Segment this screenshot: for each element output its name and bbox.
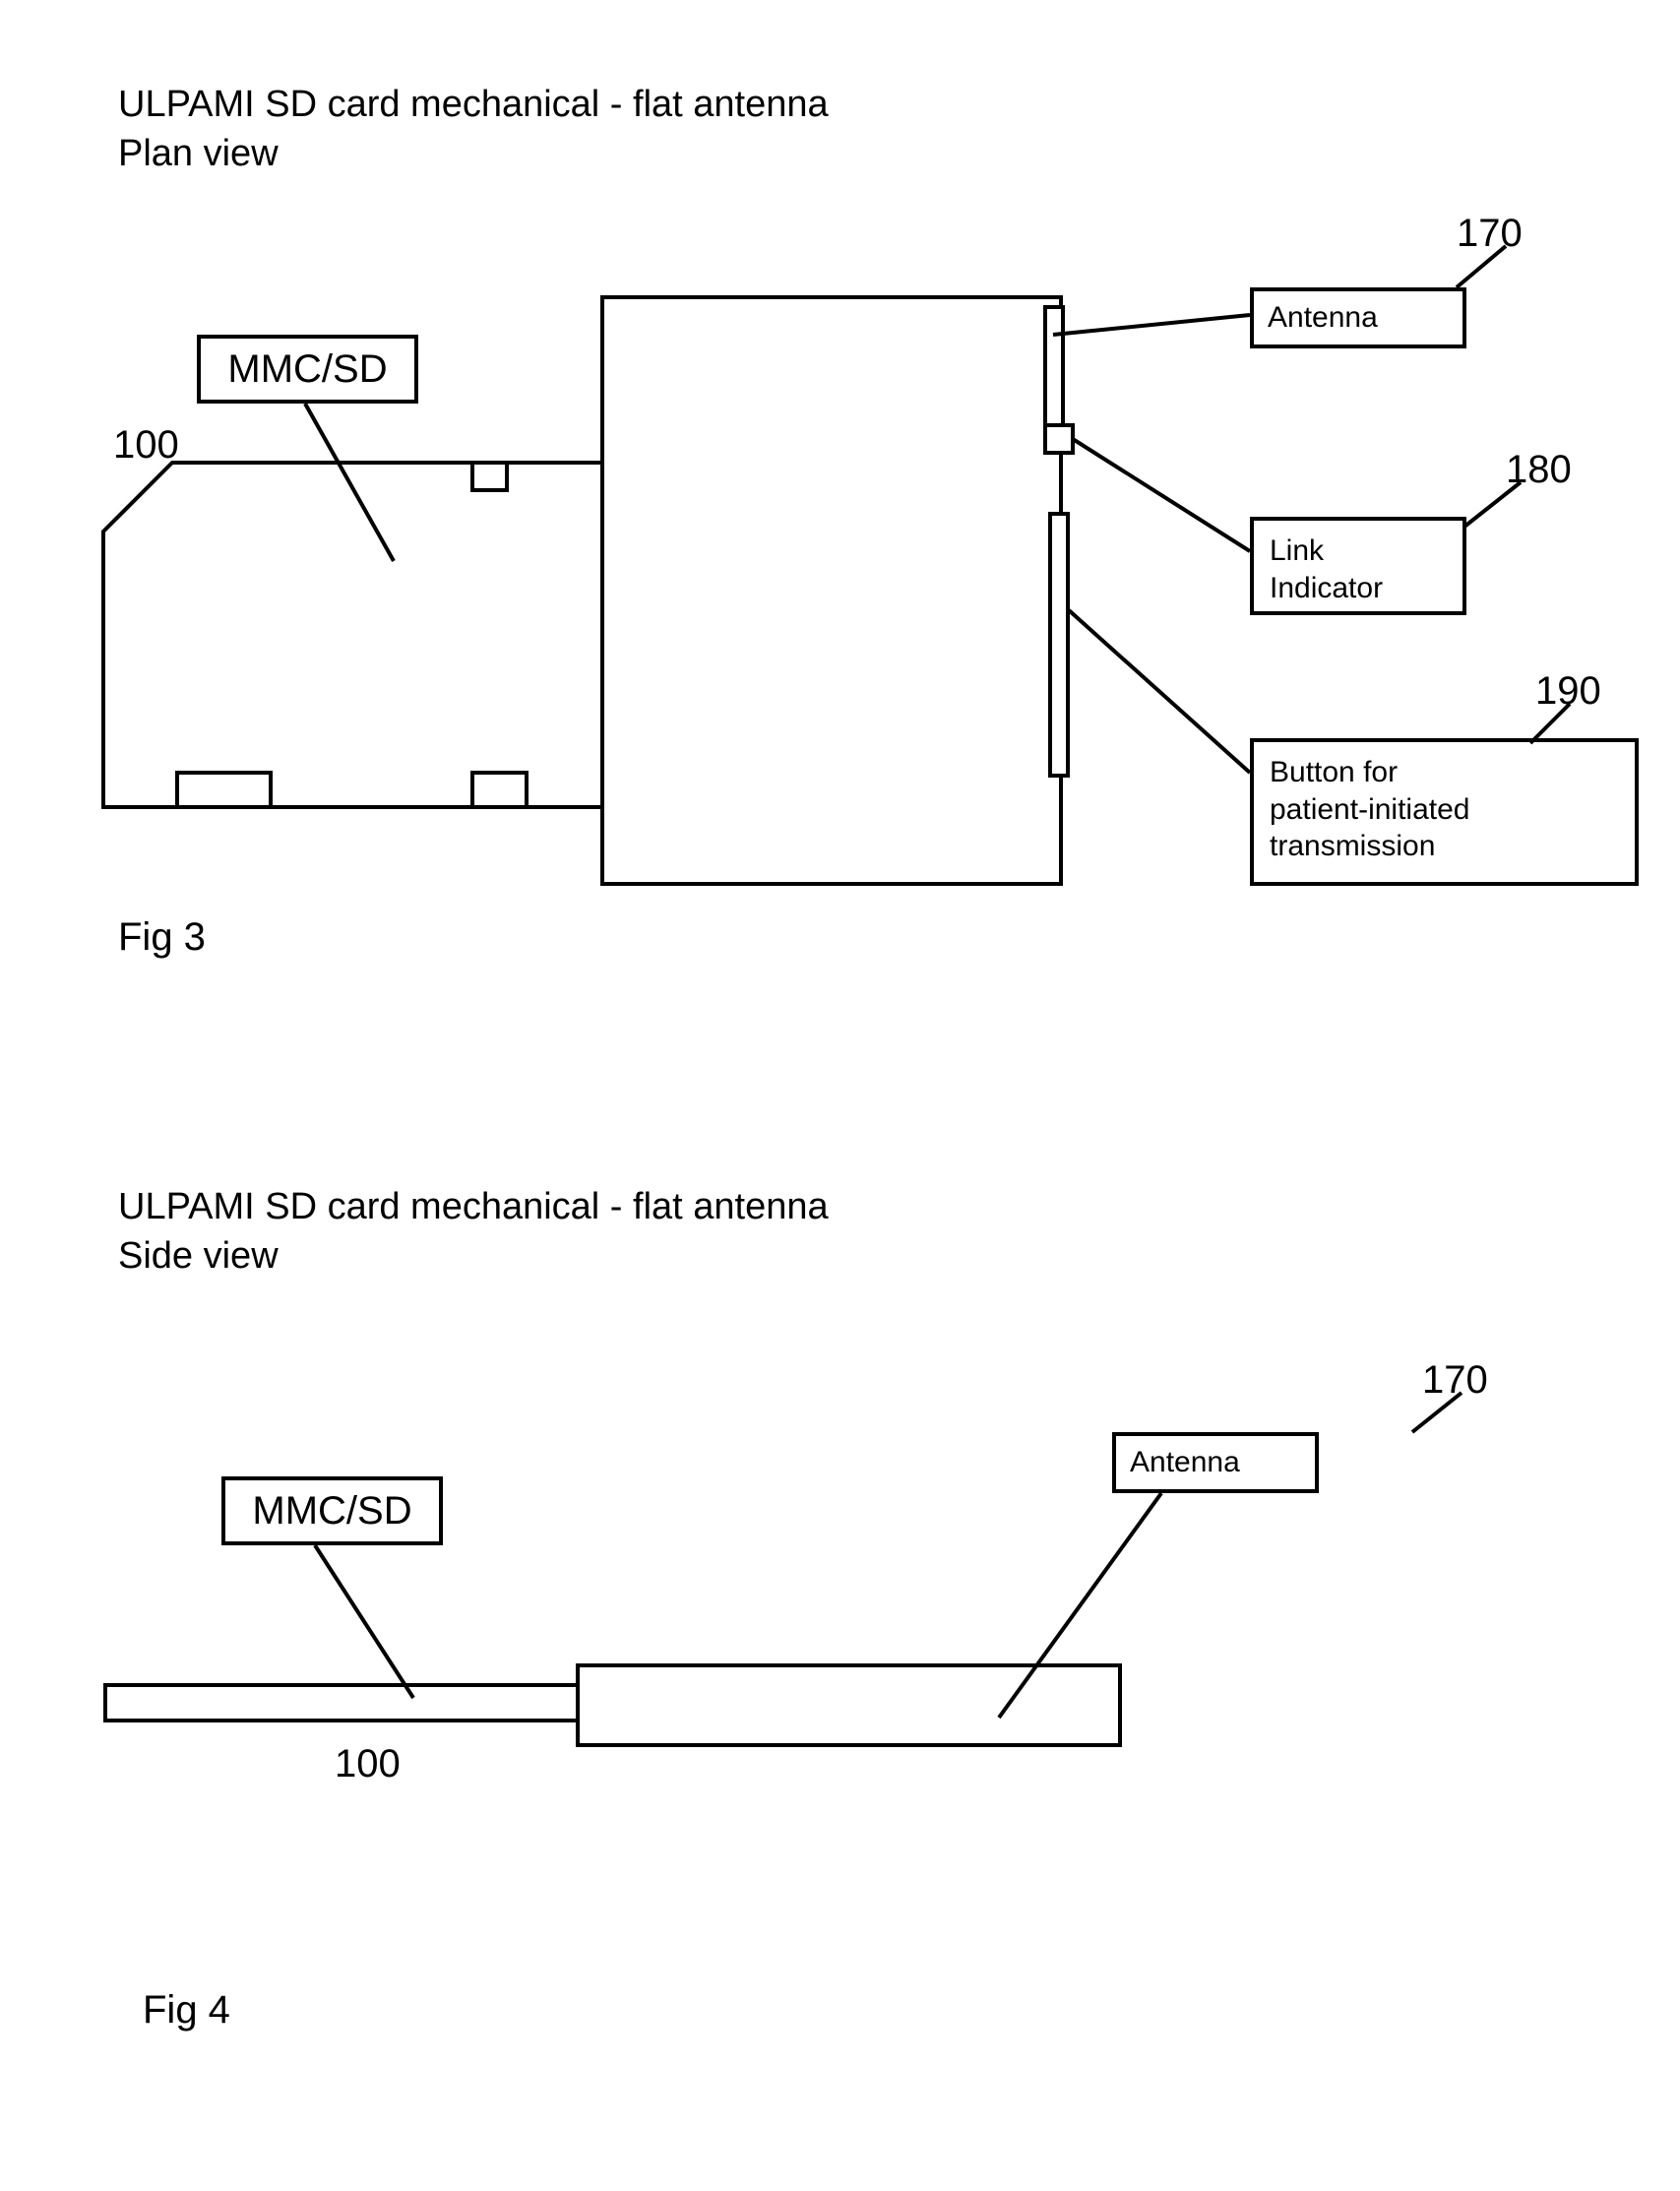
page: ULPAMI SD card mechanical - flat antenna… [0, 0, 1680, 2191]
fig4-caption: Fig 4 [143, 1988, 230, 2033]
fig4-ref-100: 100 [335, 1742, 401, 1786]
fig4-leaders [0, 0, 1680, 2191]
